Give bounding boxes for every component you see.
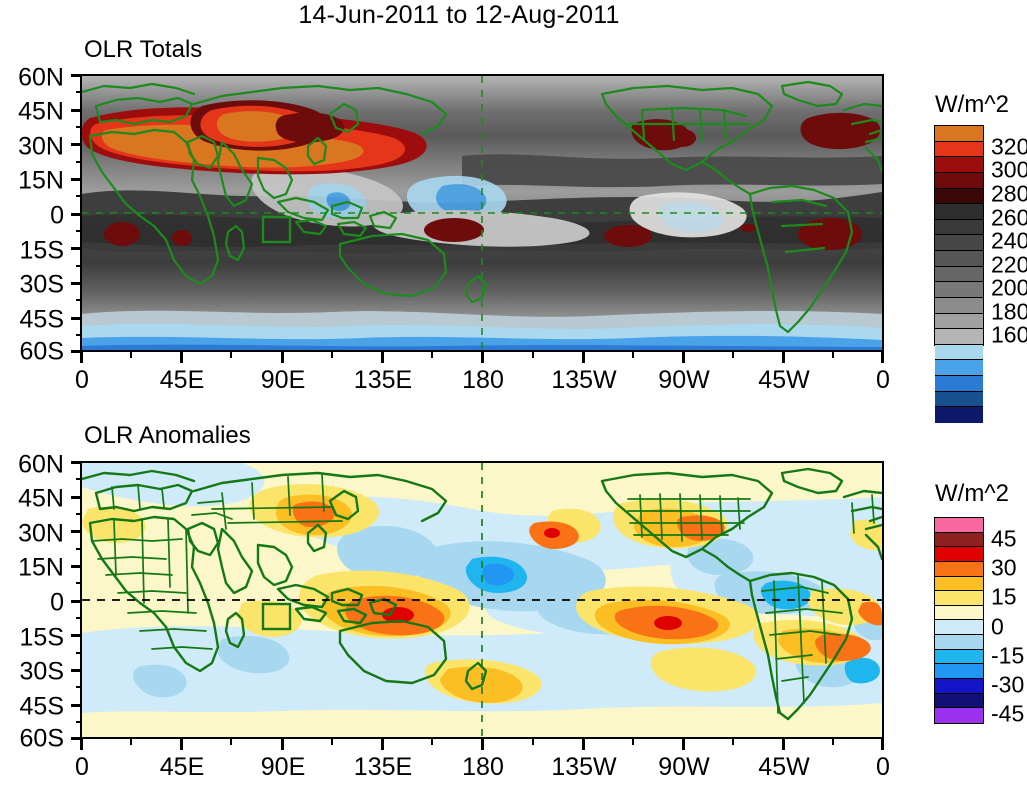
xtick-label-45e: 45E — [159, 753, 205, 781]
colorbar-band — [935, 266, 983, 283]
xtick-label-90w: 90W — [658, 753, 710, 781]
ytick-label-45n: 45N — [18, 484, 64, 513]
cbar-tick-220: 220 — [991, 251, 1027, 278]
cbar-tick-320: 320 — [991, 133, 1027, 160]
colorbar-band — [935, 172, 983, 189]
xtick-label-135e: 135E — [353, 753, 413, 781]
ytick-label-30s: 30S — [19, 270, 64, 299]
ytick-label-60s: 60S — [19, 724, 64, 753]
cbar-tick-240: 240 — [991, 227, 1027, 254]
xtick-label-180: 180 — [462, 753, 504, 781]
colorbar-band — [935, 678, 983, 694]
ytick-label-45s: 45S — [19, 305, 64, 334]
colorbar-band — [935, 235, 983, 251]
colorbar-band — [935, 360, 983, 376]
colorbar-band — [935, 251, 983, 267]
colorbar-band — [935, 532, 983, 548]
xtick-label-360: 0 — [876, 366, 890, 394]
colorbar-band — [935, 313, 983, 330]
colorbar-band — [935, 141, 983, 158]
colorbar-band — [935, 126, 983, 142]
xtick-label-135e: 135E — [353, 366, 413, 394]
figure-title: 14-Jun-2011 to 12-Aug-2011 — [298, 1, 620, 29]
cbar-tick-160: 160 — [991, 321, 1027, 348]
cbar-tick-30: 30 — [991, 554, 1017, 581]
cbar-tick-45: 45 — [991, 525, 1017, 552]
cbar-tick-neg15: -15 — [991, 642, 1025, 669]
colorbar-band — [935, 329, 983, 345]
colorbar-band — [935, 344, 983, 361]
ytick-label-0: 0 — [50, 588, 64, 617]
xtick-label-0: 0 — [75, 366, 89, 394]
colorbar-band — [935, 576, 983, 592]
colorbar-units-totals: W/m^2 — [935, 91, 1009, 118]
ytick-label-45s: 45S — [19, 692, 64, 721]
xtick-label-45w: 45W — [758, 753, 810, 781]
colorbar-band — [935, 635, 983, 650]
ytick-label-15s: 15S — [19, 236, 64, 265]
colorbar-anomalies[interactable] — [934, 517, 984, 724]
colorbar-band — [935, 219, 983, 236]
colorbar-band — [935, 664, 983, 679]
xtick-label-45w: 45W — [758, 366, 810, 394]
xtick-label-45e: 45E — [159, 366, 205, 394]
cbar-tick-15: 15 — [991, 583, 1017, 610]
colorbar-band — [935, 204, 983, 220]
colorbar-band — [935, 649, 983, 665]
xtick-label-135w: 135W — [551, 366, 617, 394]
map-anomalies[interactable] — [80, 461, 884, 739]
cbar-tick-180: 180 — [991, 298, 1027, 325]
colorbar-band — [935, 620, 983, 635]
cbar-tick-0: 0 — [991, 613, 1004, 640]
colorbar-band — [935, 297, 983, 314]
xtick-label-0: 0 — [75, 753, 89, 781]
cbar-tick-300: 300 — [991, 156, 1027, 183]
ytick-label-30n: 30N — [18, 519, 64, 548]
cbar-tick-260: 260 — [991, 204, 1027, 231]
colorbar-band — [935, 157, 983, 173]
colorbar-band — [935, 561, 983, 577]
colorbar-band — [935, 591, 983, 606]
ytick-label-0: 0 — [50, 201, 64, 230]
cbar-tick-neg45: -45 — [991, 700, 1025, 727]
ytick-label-15n: 15N — [18, 166, 64, 195]
colorbar-units-anomalies: W/m^2 — [935, 480, 1009, 507]
ytick-label-15s: 15S — [19, 623, 64, 652]
colorbar-band — [935, 708, 983, 723]
colorbar-band — [935, 605, 983, 621]
colorbar-band — [935, 693, 983, 709]
ytick-label-15n: 15N — [18, 553, 64, 582]
colorbar-band — [935, 282, 983, 298]
ytick-label-60s: 60S — [19, 337, 64, 366]
colorbar-band — [935, 391, 983, 408]
map-totals-canvas — [82, 76, 882, 350]
xtick-label-360: 0 — [876, 753, 890, 781]
cbar-tick-200: 200 — [991, 274, 1027, 301]
cbar-tick-neg30: -30 — [991, 671, 1025, 698]
colorbar-band — [935, 547, 983, 562]
ytick-label-60n: 60N — [18, 450, 64, 479]
ytick-label-45n: 45N — [18, 97, 64, 126]
xtick-label-90e: 90E — [260, 366, 306, 394]
map-anomalies-canvas — [82, 463, 882, 737]
cbar-tick-280: 280 — [991, 180, 1027, 207]
colorbar-totals[interactable] — [934, 125, 984, 423]
ytick-label-30n: 30N — [18, 132, 64, 161]
xtick-label-90w: 90W — [658, 366, 710, 394]
colorbar-band — [935, 407, 983, 423]
colorbar-band — [935, 376, 983, 392]
map-totals[interactable] — [80, 74, 884, 352]
ytick-label-60n: 60N — [18, 63, 64, 92]
panel-title-anomalies: OLR Anomalies — [84, 422, 251, 449]
xtick-label-135w: 135W — [551, 753, 617, 781]
ytick-label-30s: 30S — [19, 657, 64, 686]
xtick-label-180: 180 — [462, 366, 504, 394]
colorbar-band — [935, 518, 983, 533]
colorbar-band — [935, 188, 983, 205]
panel-title-totals: OLR Totals — [84, 36, 203, 63]
xtick-label-90e: 90E — [260, 753, 306, 781]
